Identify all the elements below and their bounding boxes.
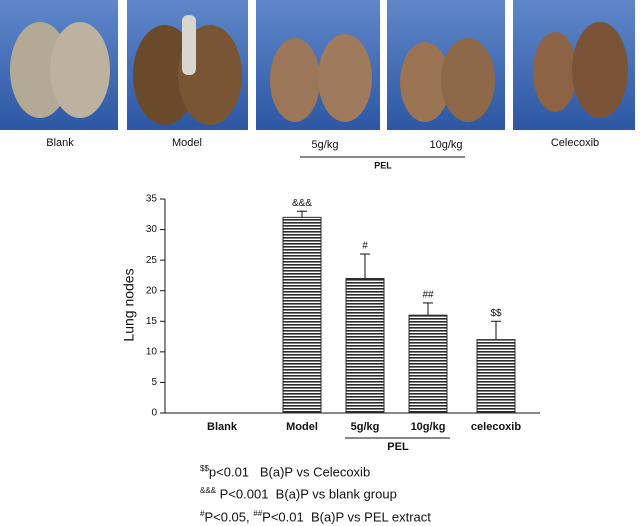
y-tick-label: 30 xyxy=(146,224,158,235)
bar xyxy=(476,339,516,414)
lung xyxy=(441,38,495,122)
significance-label: $$ xyxy=(490,308,502,319)
lung xyxy=(318,34,372,122)
footnote-text: P<0.001 B(a)P vs blank group xyxy=(216,486,397,502)
lung xyxy=(400,42,450,122)
lung xyxy=(572,22,628,118)
photo-label: Model xyxy=(172,137,202,149)
y-tick-label: 25 xyxy=(146,255,158,266)
photo-panels xyxy=(0,0,635,130)
photo-label: 10g/kg xyxy=(429,139,462,151)
photo-label: Blank xyxy=(46,137,74,149)
significance-label: &&& xyxy=(292,198,312,209)
bar xyxy=(282,216,322,414)
chart-group-label: PEL xyxy=(387,441,409,453)
x-tick-label: celecoxib xyxy=(471,421,521,433)
footnotes: $$p<0.01 B(a)P vs Celecoxib &&& P<0.001 B… xyxy=(200,459,431,526)
lung xyxy=(50,22,110,118)
y-tick-label: 15 xyxy=(146,316,158,327)
footnote-symbol: # xyxy=(200,508,205,518)
footnote-text: p<0.01 B(a)P vs Celecoxib xyxy=(208,464,371,480)
y-tick-label: 20 xyxy=(146,285,158,296)
lung xyxy=(270,38,320,122)
footnote-symbol: $$ xyxy=(200,464,209,473)
lung xyxy=(133,25,197,125)
error-bar xyxy=(423,302,433,316)
error-bar xyxy=(360,253,370,279)
y-axis-label: Lung nodes xyxy=(121,268,137,341)
photo-label: Celecoxib xyxy=(551,137,599,149)
significance-label: # xyxy=(362,241,368,252)
bar xyxy=(345,277,385,414)
y-tick-label: 0 xyxy=(151,408,157,419)
footnote: $$p<0.01 B(a)P vs Celecoxib xyxy=(200,459,431,481)
y-tick-label: 10 xyxy=(146,346,158,357)
trachea xyxy=(182,15,196,75)
y-tick-label: 5 xyxy=(151,377,157,388)
photo-group-label: PEL xyxy=(374,160,392,170)
footnote: #P<0.05, ##P<0.01 B(a)P vs PEL extract xyxy=(200,504,431,526)
x-tick-label: Model xyxy=(286,421,318,433)
footnote-symbol: &&& xyxy=(200,486,217,496)
footnote-text: P<0.01 B(a)P vs PEL extract xyxy=(262,508,431,524)
x-tick-label: Blank xyxy=(207,421,238,433)
bar xyxy=(408,314,448,414)
significance-label: ## xyxy=(422,290,434,301)
footnote-symbol: ## xyxy=(253,508,263,518)
x-tick-label: 10g/kg xyxy=(411,421,446,433)
error-bar xyxy=(297,210,307,218)
photo-label: 5g/kg xyxy=(312,139,339,151)
footnote-text: P<0.05, xyxy=(204,508,254,524)
y-tick-label: 35 xyxy=(146,194,158,205)
footnote: &&& P<0.001 B(a)P vs blank group xyxy=(200,481,431,503)
lung xyxy=(533,32,577,112)
error-bar xyxy=(491,320,501,340)
x-tick-label: 5g/kg xyxy=(351,421,380,433)
